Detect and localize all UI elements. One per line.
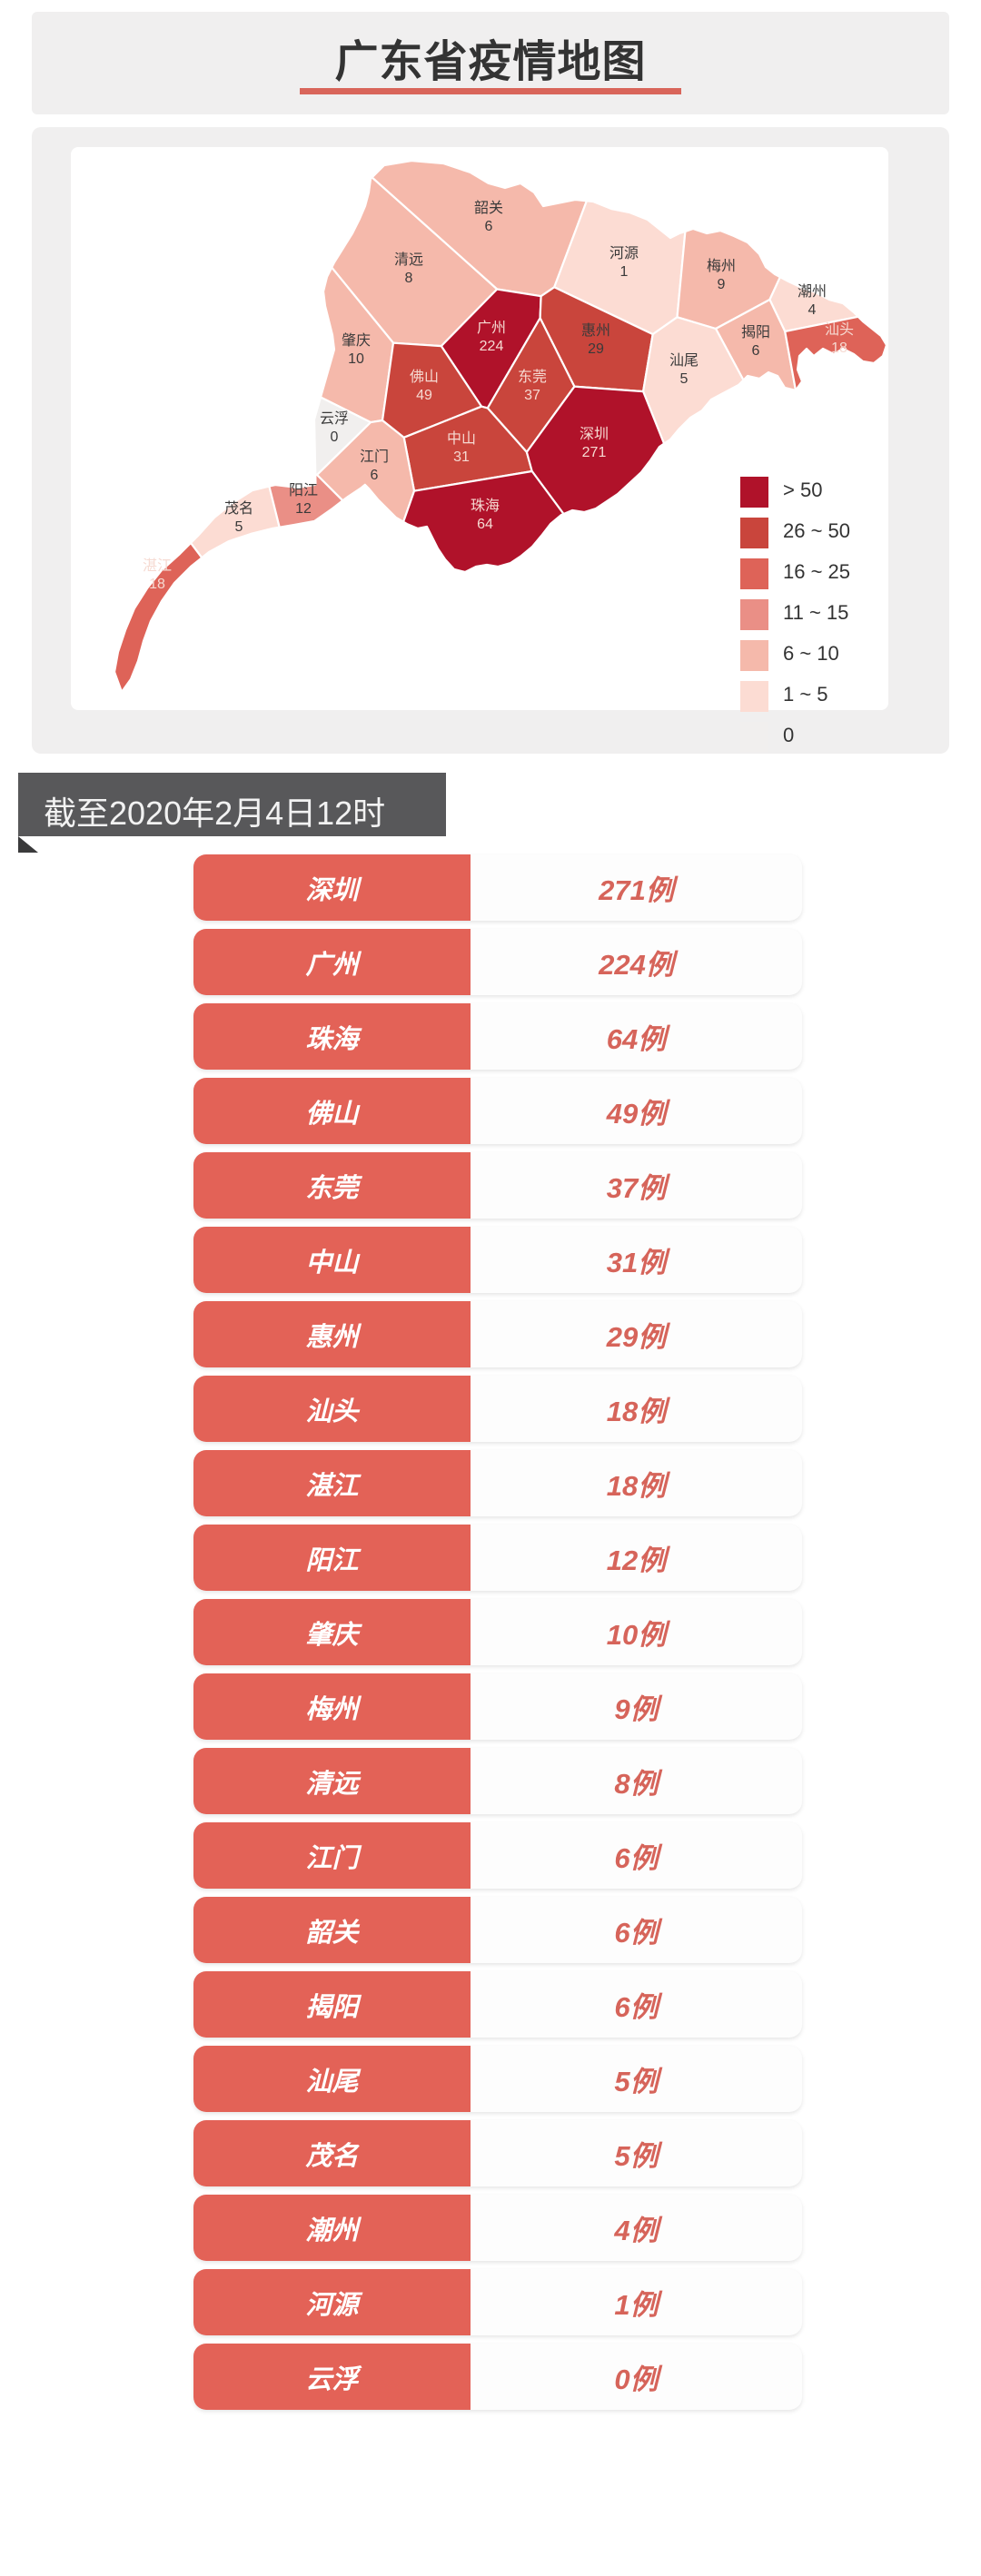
svg-text:37: 37 bbox=[524, 388, 540, 403]
svg-text:8: 8 bbox=[405, 271, 413, 286]
svg-text:12: 12 bbox=[295, 501, 312, 517]
svg-text:茂名: 茂名 bbox=[224, 500, 253, 517]
svg-text:梅州: 梅州 bbox=[707, 258, 736, 274]
svg-text:肇庆: 肇庆 bbox=[342, 332, 371, 349]
svg-text:广州: 广州 bbox=[477, 320, 506, 336]
svg-text:中山: 中山 bbox=[447, 430, 476, 447]
svg-text:揭阳: 揭阳 bbox=[741, 324, 770, 341]
svg-text:惠州: 惠州 bbox=[581, 322, 610, 339]
svg-text:汕尾: 汕尾 bbox=[669, 352, 699, 369]
svg-text:18: 18 bbox=[149, 577, 165, 592]
svg-text:6: 6 bbox=[485, 219, 493, 234]
svg-text:湛江: 湛江 bbox=[143, 558, 172, 574]
svg-text:224: 224 bbox=[480, 339, 504, 354]
svg-text:64: 64 bbox=[477, 517, 493, 532]
svg-text:18: 18 bbox=[831, 341, 847, 356]
svg-text:5: 5 bbox=[680, 371, 689, 387]
svg-text:云浮: 云浮 bbox=[320, 410, 349, 427]
svg-text:潮州: 潮州 bbox=[798, 283, 827, 300]
svg-text:汕头: 汕头 bbox=[825, 321, 854, 338]
svg-text:31: 31 bbox=[453, 449, 470, 465]
svg-text:9: 9 bbox=[718, 277, 726, 292]
svg-text:佛山: 佛山 bbox=[410, 369, 439, 385]
svg-text:0: 0 bbox=[331, 429, 339, 445]
svg-text:1: 1 bbox=[620, 264, 629, 280]
svg-text:271: 271 bbox=[582, 445, 607, 460]
svg-text:29: 29 bbox=[588, 341, 604, 357]
svg-text:河源: 河源 bbox=[609, 245, 639, 262]
svg-text:东莞: 东莞 bbox=[518, 369, 547, 385]
svg-text:韶关: 韶关 bbox=[474, 200, 503, 216]
svg-text:49: 49 bbox=[416, 388, 432, 403]
svg-text:江门: 江门 bbox=[360, 449, 389, 465]
svg-text:阳江: 阳江 bbox=[289, 482, 318, 498]
svg-text:6: 6 bbox=[371, 468, 379, 483]
svg-text:珠海: 珠海 bbox=[471, 498, 500, 514]
svg-text:清远: 清远 bbox=[394, 252, 423, 268]
svg-text:4: 4 bbox=[808, 302, 817, 318]
svg-text:深圳: 深圳 bbox=[580, 426, 609, 442]
svg-text:10: 10 bbox=[348, 351, 364, 367]
svg-text:6: 6 bbox=[752, 343, 760, 359]
svg-text:5: 5 bbox=[235, 519, 243, 535]
